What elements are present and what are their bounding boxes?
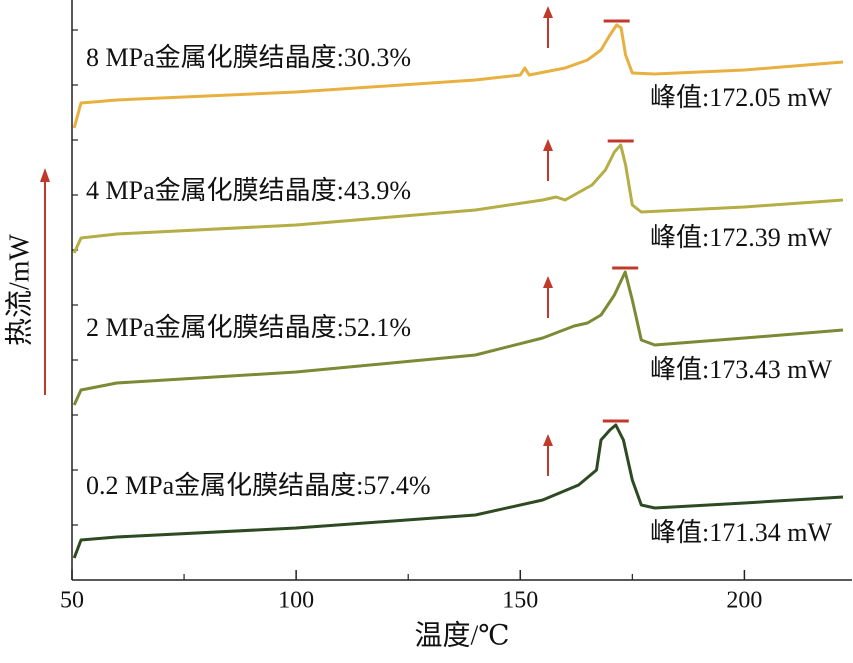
peak-label: 峰值:173.43 mW: [650, 355, 832, 384]
peak-label: 峰值:172.39 mW: [650, 223, 832, 252]
x-tick-label: 200: [726, 588, 762, 614]
x-tick-label: 50: [60, 588, 84, 614]
line-series: [72, 23, 844, 129]
line-series: [72, 143, 844, 254]
x-tick-label: 100: [278, 588, 314, 614]
crystallinity-label: 4 MPa金属化膜结晶度:43.9%: [86, 176, 411, 205]
flow-arrow-head: [40, 168, 50, 182]
peak-label: 峰值:172.05 mW: [650, 83, 832, 112]
crystallinity-label: 0.2 MPa金属化膜结晶度:57.4%: [86, 471, 431, 500]
crystallinity-label: 2 MPa金属化膜结晶度:52.1%: [86, 313, 411, 342]
line-series: [72, 270, 844, 406]
up-arrow-head: [543, 276, 553, 288]
x-axis-title: 温度/℃: [414, 619, 509, 651]
x-tick-label: 150: [502, 588, 538, 614]
y-axis-title: 热流/mW: [3, 233, 35, 346]
crystallinity-label: 8 MPa金属化膜结晶度:30.3%: [86, 43, 411, 72]
line-series: [72, 423, 844, 559]
peak-label: 峰值:171.34 mW: [650, 518, 832, 547]
up-arrow-head: [543, 434, 553, 446]
up-arrow-head: [543, 139, 553, 151]
up-arrow-head: [543, 6, 553, 18]
